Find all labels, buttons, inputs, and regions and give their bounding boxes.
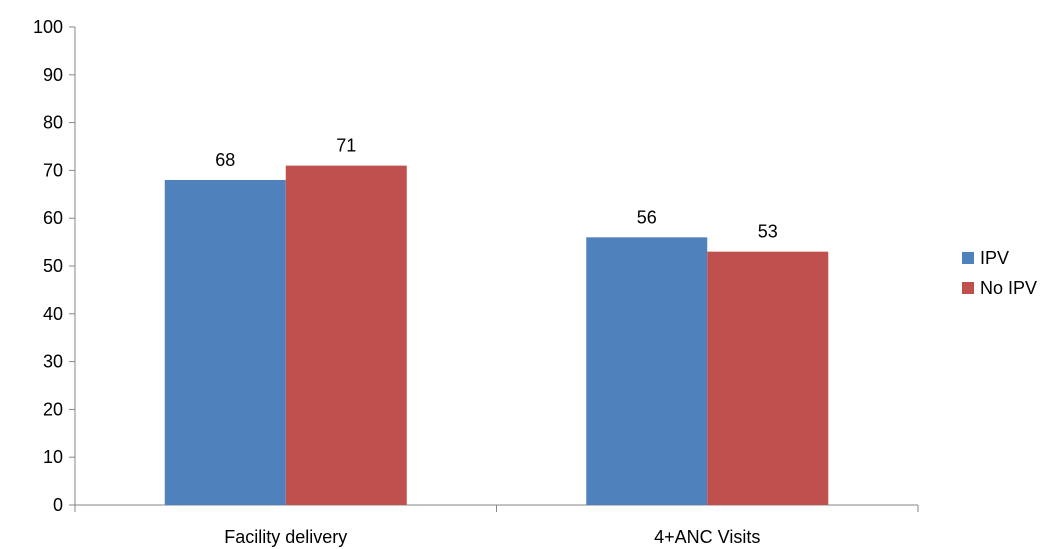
y-tick-label: 40 xyxy=(43,304,63,324)
legend-label: IPV xyxy=(980,248,1009,268)
data-label: 56 xyxy=(637,207,657,227)
x-category-label: Facility delivery xyxy=(224,527,347,547)
y-axis: 0 10 20 30 40 50 60 70 80 90 100 xyxy=(33,17,76,515)
legend-swatch xyxy=(962,252,974,264)
bar xyxy=(586,237,708,505)
data-label: 71 xyxy=(336,136,356,156)
data-label: 68 xyxy=(215,150,235,170)
x-axis: Facility delivery 4+ANC Visits xyxy=(74,504,919,547)
y-tick-label: 100 xyxy=(33,17,63,37)
data-label: 53 xyxy=(758,222,778,242)
bar xyxy=(285,165,407,505)
y-tick-label: 0 xyxy=(53,495,63,515)
legend-label: No IPV xyxy=(980,278,1037,298)
legend: IPV No IPV xyxy=(962,248,1037,298)
bar xyxy=(164,179,286,505)
y-tick-label: 80 xyxy=(43,113,63,133)
y-tick-label: 60 xyxy=(43,208,63,228)
y-tick-label: 10 xyxy=(43,447,63,467)
bars xyxy=(164,165,829,505)
y-tick-label: 70 xyxy=(43,160,63,180)
y-tick-label: 50 xyxy=(43,256,63,276)
legend-swatch xyxy=(962,282,974,294)
x-category-label: 4+ANC Visits xyxy=(654,527,760,547)
y-tick-label: 20 xyxy=(43,399,63,419)
data-labels: 68 71 56 53 xyxy=(215,136,778,242)
y-tick-label: 30 xyxy=(43,352,63,372)
y-tick-label: 90 xyxy=(43,65,63,85)
bar xyxy=(707,251,829,505)
